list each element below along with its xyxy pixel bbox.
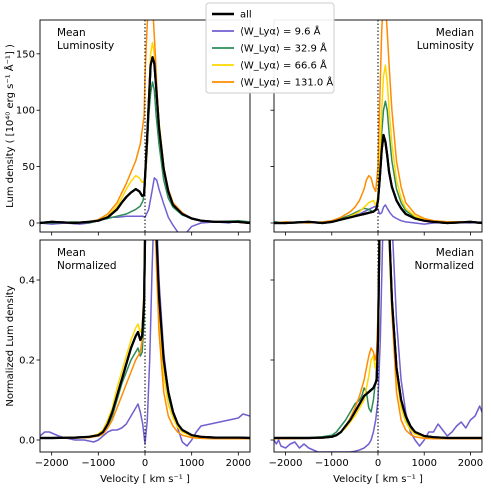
series-line-0 (274, 240, 482, 440)
y-tick-label: 0.0 (19, 436, 35, 447)
x-axis-label: Velocity [ km s⁻¹ ] (333, 474, 423, 485)
legend-label: ⟨W_Lyα⟩ = 32.9 Å (240, 42, 327, 55)
panel-title-line: Median (436, 27, 474, 39)
legend-label: ⟨W_Lyα⟩ = 9.6 Å (240, 25, 321, 38)
series-line-4 (274, 240, 482, 440)
series-line-all-top (274, 240, 482, 440)
series-line-4 (40, 240, 250, 440)
x-tick-label: −1000 (315, 458, 349, 469)
series-line-2 (274, 240, 482, 439)
panel-title-line: Luminosity (417, 40, 474, 52)
x-tick-label: 2000 (226, 458, 251, 469)
panel-title-line: Mean (57, 247, 86, 259)
panel-mean-normalized: −2000 −1000 0 1000 20000.00.20.4MeanNormaliz… (5, 239, 251, 485)
plot-area (274, 20, 482, 232)
series-line-all-top (274, 133, 482, 225)
series-line-4 (274, 20, 482, 224)
legend: all ⟨W_Lyα⟩ = 9.6 Å ⟨W_Lyα⟩ = 32.9 Å ⟨W_Lyα… (205, 2, 335, 94)
legend-label: all (240, 10, 252, 21)
y-tick-label: 0.4 (19, 276, 35, 287)
legend-label: ⟨W_Lyα⟩ = 131.0 Å (240, 76, 333, 89)
legend-box (205, 2, 335, 94)
y-tick-label: 0 (29, 218, 35, 229)
series-line-1 (274, 240, 482, 452)
y-axis-label: Normalized Lum density (5, 285, 16, 406)
y-tick-label: 0.2 (19, 356, 35, 367)
y-tick-label: 150 (16, 49, 35, 60)
panel-title-line: Mean (57, 27, 86, 39)
x-tick-label: 0 (142, 458, 148, 469)
x-axis-label: Velocity [ km s⁻¹ ] (100, 474, 190, 485)
series-line-all-top (40, 240, 250, 440)
x-tick-label: −1000 (81, 458, 115, 469)
y-axis-label: Lum density ( [10⁴⁰ erg s⁻¹ Å⁻¹] ) (3, 44, 16, 208)
x-tick-label: −2000 (269, 458, 303, 469)
plot-area (274, 240, 482, 452)
x-tick-label: 0 (375, 458, 381, 469)
series-line-3 (40, 240, 250, 439)
x-tick-label: 1000 (411, 458, 436, 469)
x-tick-label: 1000 (179, 458, 204, 469)
plot-area (40, 240, 250, 452)
plot-area (40, 20, 250, 232)
panel-title-line: Luminosity (57, 40, 114, 52)
x-tick-label: −2000 (35, 458, 69, 469)
panel-title-line: Median (436, 247, 474, 259)
panel-title-line: Normalized (57, 260, 117, 272)
panel-title-line: Normalized (414, 260, 474, 272)
x-tick-label: 2000 (458, 458, 483, 469)
legend-label: ⟨W_Lyα⟩ = 66.6 Å (240, 59, 327, 72)
series-line-3 (274, 240, 482, 439)
y-tick-label: 100 (16, 106, 35, 117)
y-tick-label: 50 (22, 162, 35, 173)
series-line-all-top (40, 56, 250, 225)
